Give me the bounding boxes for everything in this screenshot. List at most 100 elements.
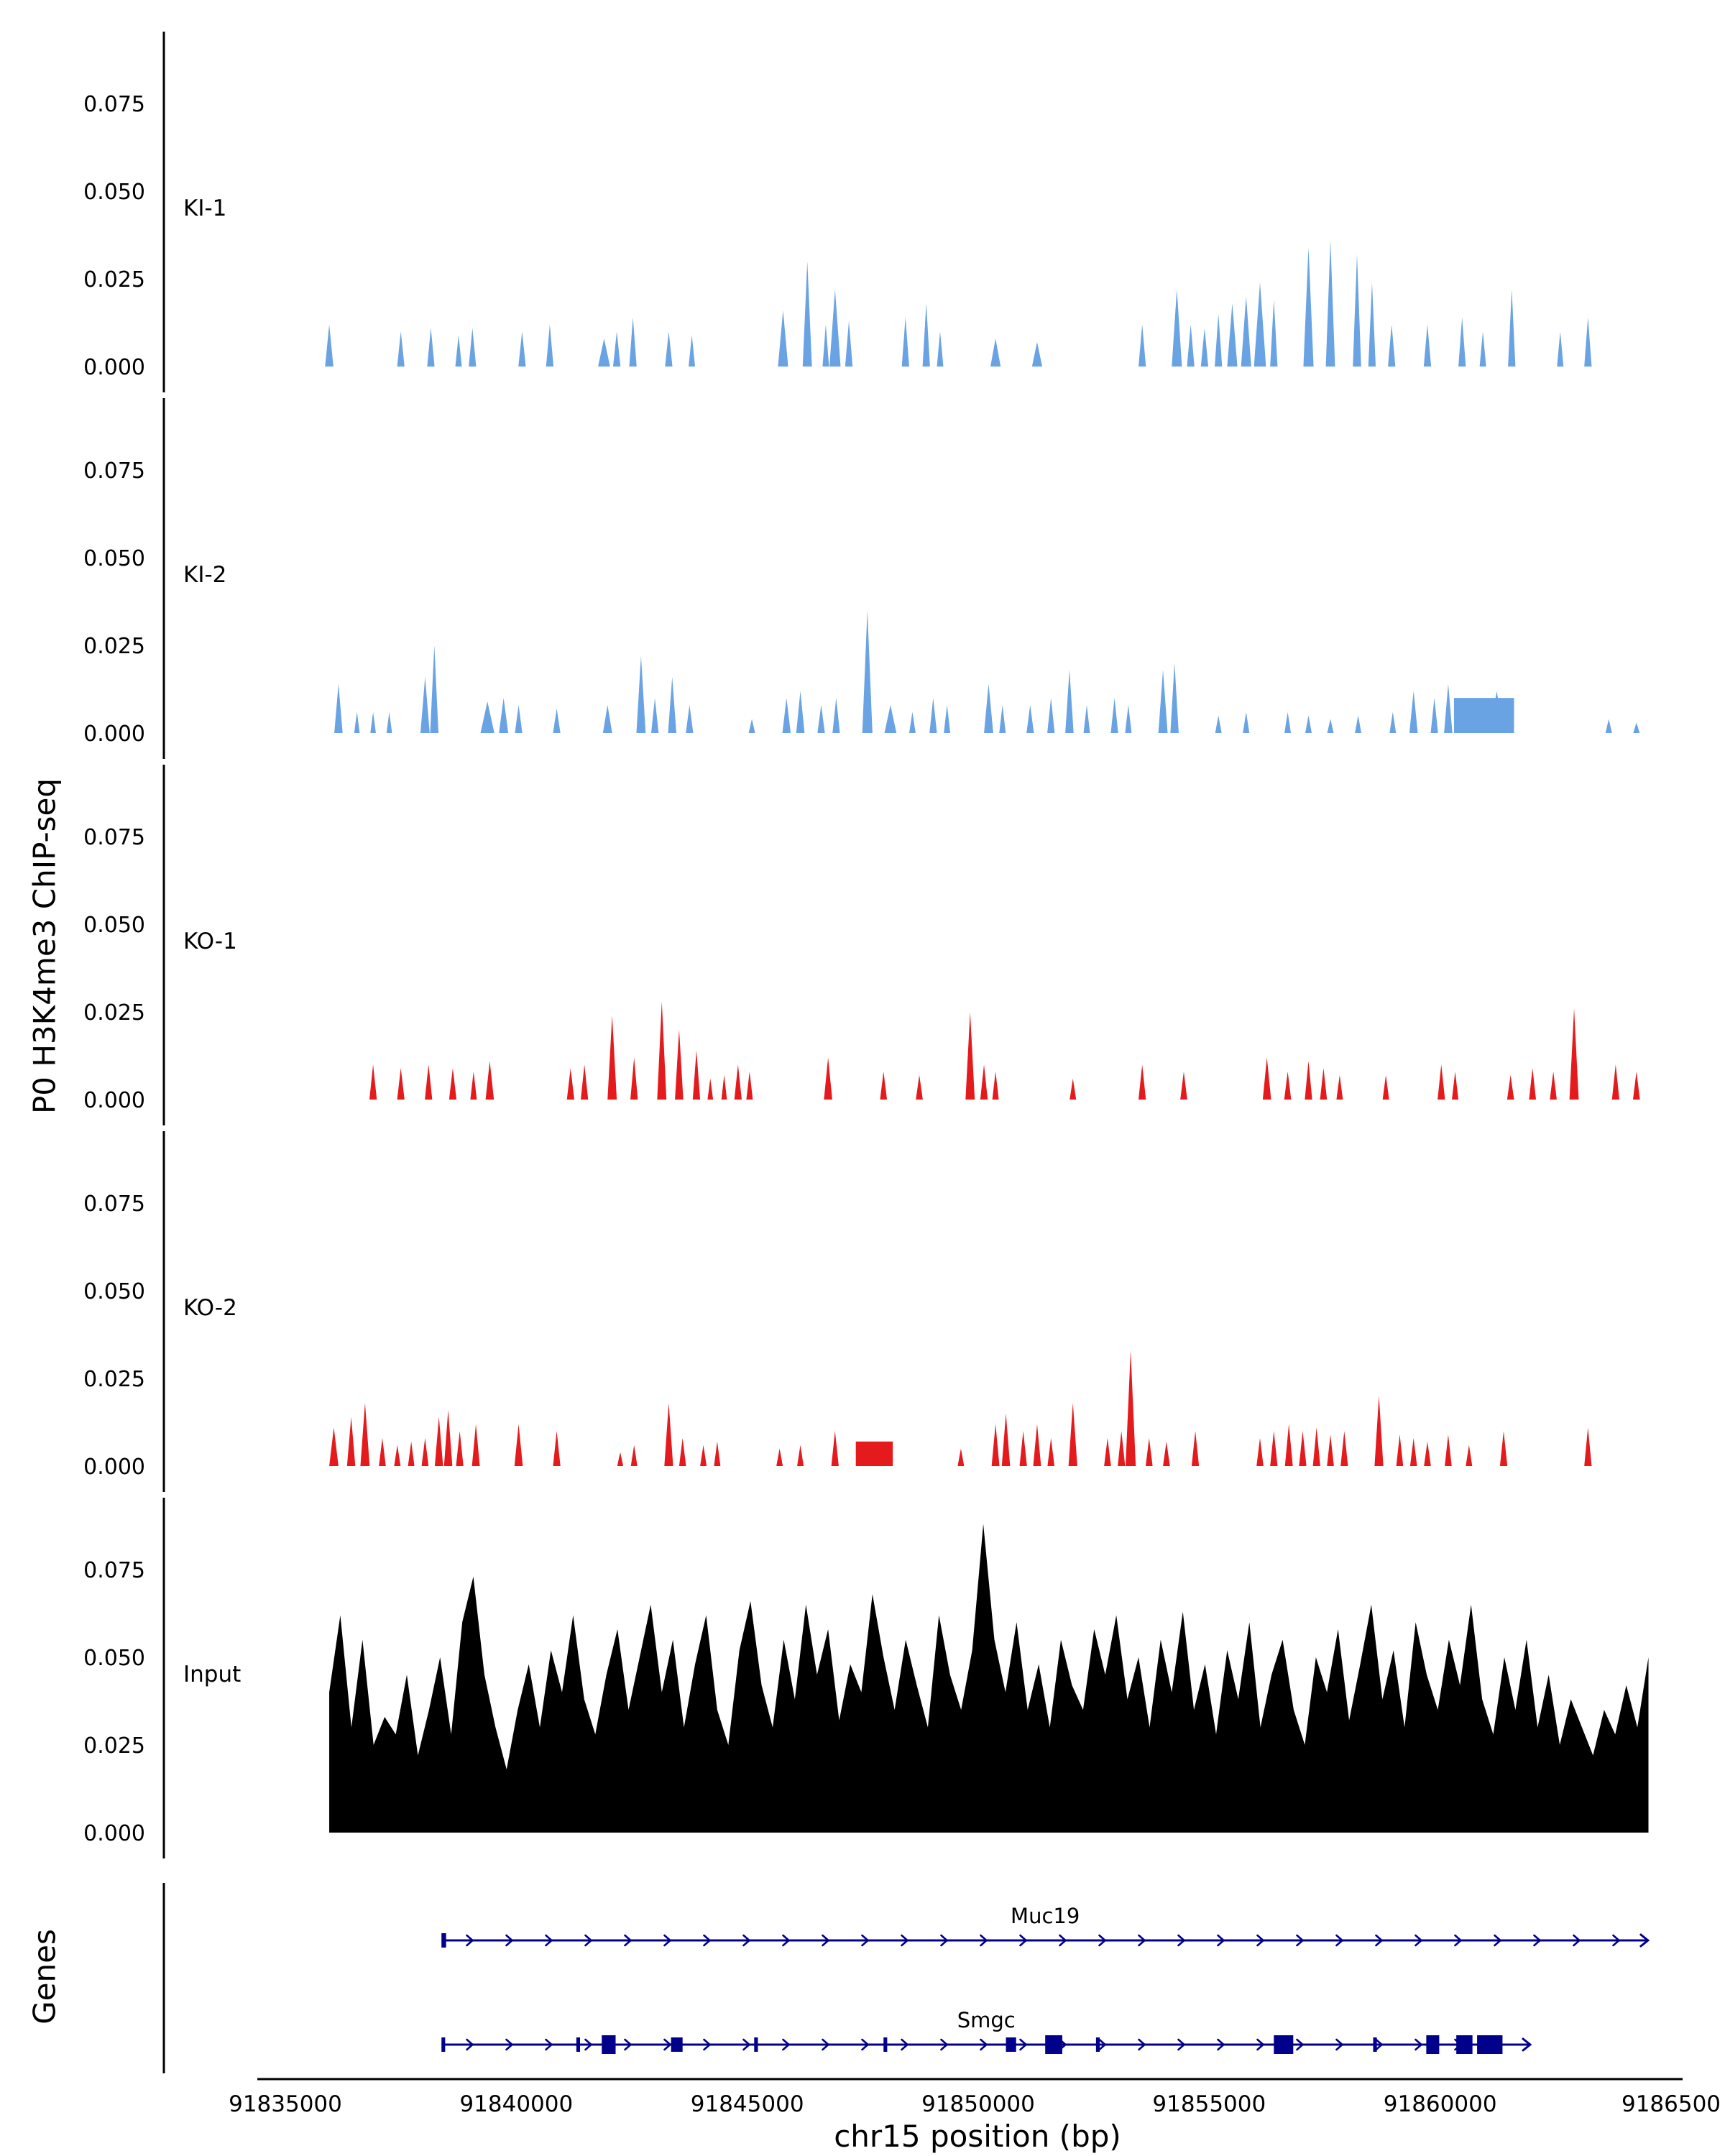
signal-peak bbox=[607, 1015, 617, 1100]
gene-exon bbox=[1095, 2037, 1100, 2052]
signal-peak bbox=[617, 1452, 624, 1466]
y-tick-label: 0.050 bbox=[83, 546, 145, 571]
signal-peak bbox=[1083, 704, 1090, 733]
gene-exon bbox=[576, 2037, 581, 2052]
signal-peak bbox=[456, 1431, 464, 1466]
y-tick-label: 0.050 bbox=[83, 180, 145, 205]
signal-peak bbox=[1423, 324, 1432, 367]
signal-peak bbox=[1305, 1061, 1312, 1100]
signal-peak bbox=[553, 708, 561, 733]
strand-arrow-icon bbox=[703, 2038, 712, 2051]
strand-arrow-icon bbox=[1454, 1934, 1463, 1947]
signal-peak bbox=[822, 324, 829, 367]
signal-peak bbox=[1389, 711, 1397, 733]
y-tick-label: 0.000 bbox=[83, 1821, 145, 1846]
signal-peak bbox=[518, 331, 526, 367]
signal-peak bbox=[714, 1441, 721, 1466]
strand-arrow-icon bbox=[1375, 2038, 1384, 2051]
signal-peak bbox=[1508, 289, 1516, 367]
y-tick-label: 0.075 bbox=[83, 92, 145, 117]
signal-peak bbox=[664, 1403, 673, 1466]
strand-arrow-icon bbox=[1098, 1934, 1107, 1947]
signal-peak bbox=[802, 261, 812, 367]
signal-peak bbox=[1227, 303, 1238, 367]
signal-peak bbox=[546, 324, 554, 367]
strand-arrow-icon bbox=[505, 1934, 514, 1947]
signal-peak bbox=[965, 1012, 975, 1100]
signal-peak bbox=[386, 711, 392, 733]
signal-peak bbox=[880, 1071, 888, 1100]
signal-peak bbox=[832, 698, 840, 733]
gene-exon bbox=[1477, 2035, 1503, 2054]
signal-peak bbox=[1138, 324, 1146, 367]
signal-peak bbox=[999, 704, 1006, 733]
y-tick-label: 0.000 bbox=[83, 355, 145, 380]
strand-arrow-icon bbox=[1612, 1934, 1621, 1947]
signal-peak bbox=[1312, 1427, 1320, 1466]
strand-arrow-icon bbox=[505, 2038, 514, 2051]
signal-peak bbox=[1138, 1064, 1146, 1100]
signal-peak bbox=[1126, 1350, 1136, 1466]
signal-peak bbox=[668, 676, 677, 733]
signal-peak bbox=[1305, 715, 1312, 733]
signal-peak bbox=[425, 1064, 433, 1100]
signal-peak bbox=[689, 335, 696, 367]
signal-peak bbox=[499, 698, 509, 733]
signal-peak bbox=[678, 1437, 686, 1466]
signal-peak bbox=[515, 704, 523, 733]
signal-peak bbox=[990, 338, 1001, 367]
gene-exon bbox=[883, 2037, 888, 2052]
signal-peak bbox=[1340, 1431, 1348, 1466]
signal-peak bbox=[1355, 715, 1362, 733]
track-label: Input bbox=[183, 1662, 241, 1687]
signal-peak bbox=[472, 1424, 480, 1466]
strand-arrow-icon bbox=[782, 2038, 791, 2051]
x-tick-label: 9186500 bbox=[1622, 2091, 1721, 2117]
signal-peak bbox=[1158, 670, 1168, 733]
gene-name-label: Muc19 bbox=[1011, 1904, 1080, 1928]
signal-peak bbox=[1633, 722, 1640, 733]
signal-block bbox=[855, 1441, 893, 1466]
signal-peak bbox=[1284, 1424, 1293, 1466]
x-tick-label: 91845000 bbox=[691, 2091, 804, 2117]
signal-peak bbox=[1070, 1078, 1077, 1100]
signal-peak bbox=[1611, 1064, 1620, 1100]
strand-arrow-icon bbox=[584, 1934, 593, 1947]
strand-arrow-icon bbox=[1414, 1934, 1423, 1947]
signal-peak bbox=[630, 1445, 638, 1466]
strand-arrow-icon bbox=[782, 1934, 791, 1947]
strand-arrow-icon bbox=[703, 1934, 712, 1947]
signal-peak bbox=[1163, 1441, 1170, 1466]
signal-peak bbox=[1409, 1437, 1417, 1466]
strand-arrow-icon bbox=[980, 1934, 988, 1947]
track-label: KO-2 bbox=[183, 1295, 237, 1321]
gene-exon bbox=[441, 2037, 446, 2052]
strand-arrow-icon bbox=[663, 2038, 672, 2051]
y-tick-label: 0.000 bbox=[83, 722, 145, 747]
strand-arrow-icon bbox=[861, 2038, 870, 2051]
signal-peak bbox=[1200, 328, 1209, 367]
signal-peak bbox=[602, 704, 612, 733]
signal-peak bbox=[957, 1448, 965, 1466]
signal-peak bbox=[1172, 289, 1182, 367]
signal-peak bbox=[334, 683, 343, 733]
y-tick-label: 0.000 bbox=[83, 1088, 145, 1113]
signal-peak bbox=[1104, 1437, 1111, 1466]
strand-arrow-icon bbox=[822, 2038, 830, 2051]
signal-peak bbox=[916, 1074, 923, 1100]
signal-peak bbox=[796, 691, 805, 733]
x-tick-label: 91840000 bbox=[459, 2091, 573, 2117]
signal-peak bbox=[427, 328, 435, 367]
signal-peak bbox=[1031, 341, 1043, 367]
signal-peak bbox=[1584, 1427, 1592, 1466]
signal-peak bbox=[636, 655, 646, 733]
signal-peak bbox=[686, 704, 694, 733]
signal-peak bbox=[884, 704, 897, 733]
signal-peak bbox=[1557, 331, 1564, 367]
signal-peak bbox=[1118, 1431, 1126, 1466]
strand-arrow-icon bbox=[1019, 1934, 1028, 1947]
signal-peak bbox=[379, 1437, 386, 1466]
signal-peak bbox=[480, 701, 494, 733]
